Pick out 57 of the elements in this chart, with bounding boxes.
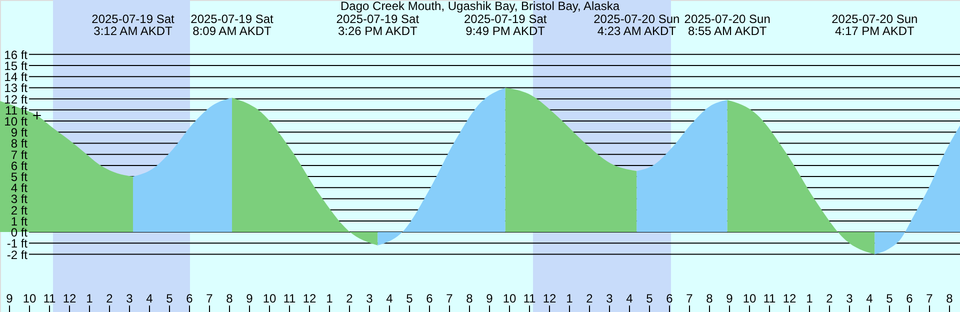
annotation: 2025-07-19 Sat 3:12 AM AKDT bbox=[92, 12, 176, 38]
x-tick-label: 3 bbox=[606, 292, 614, 306]
x-tick-label: 6 bbox=[906, 292, 914, 306]
x-tick-label: 4 bbox=[866, 292, 874, 306]
chart-title: Dago Creek Mouth, Ugashik Bay, Bristol Bay, Alaska bbox=[340, 0, 620, 13]
x-tick-label: 2 bbox=[346, 292, 354, 306]
x-tick-label: 1 bbox=[86, 292, 94, 306]
annotation: 2025-07-19 Sat 8:09 AM AKDT bbox=[190, 12, 274, 38]
x-tick-label: 9 bbox=[486, 292, 494, 306]
annotation: 2025-07-20 Sun 8:55 AM AKDT bbox=[684, 12, 770, 38]
x-tick-label: 9 bbox=[726, 292, 734, 306]
x-tick-label: 2 bbox=[826, 292, 834, 306]
annotation: 2025-07-19 Sat 9:49 PM AKDT bbox=[464, 12, 548, 38]
x-tick-label: 6 bbox=[666, 292, 674, 306]
x-tick-label: 10 bbox=[502, 292, 516, 306]
x-tick-label: 11 bbox=[43, 292, 56, 306]
y-tick-label: 16 ft bbox=[4, 48, 28, 62]
x-tick-label: 2 bbox=[106, 292, 114, 306]
x-tick-label: 12 bbox=[542, 292, 556, 306]
annotation: 2025-07-19 Sat 3:26 PM AKDT bbox=[336, 12, 420, 38]
x-tick-label: 1 bbox=[806, 292, 814, 306]
x-tick-label: 2 bbox=[586, 292, 594, 306]
x-tick-label: 5 bbox=[886, 292, 894, 306]
x-tick-label: 11 bbox=[763, 292, 776, 306]
x-tick-label: 1 bbox=[326, 292, 334, 306]
annotation: 2025-07-20 Sun 4:23 AM AKDT bbox=[594, 12, 680, 38]
x-tick-label: 4 bbox=[626, 292, 634, 306]
x-tick-label: 12 bbox=[62, 292, 76, 306]
x-tick-label: 10 bbox=[742, 292, 756, 306]
x-tick-label: 8 bbox=[706, 292, 714, 306]
x-tick-label: 5 bbox=[166, 292, 174, 306]
x-tick-label: 8 bbox=[226, 292, 234, 306]
x-tick-label: 4 bbox=[146, 292, 154, 306]
x-tick-label: 6 bbox=[426, 292, 434, 306]
x-tick-label: 12 bbox=[782, 292, 796, 306]
x-tick-label: 7 bbox=[446, 292, 454, 306]
x-tick-label: 6 bbox=[186, 292, 194, 306]
x-tick-label: 7 bbox=[686, 292, 694, 306]
x-tick-label: 1 bbox=[566, 292, 574, 306]
x-tick-label: 3 bbox=[846, 292, 854, 306]
x-tick-label: 11 bbox=[283, 292, 296, 306]
x-tick-label: 11 bbox=[523, 292, 536, 306]
x-tick-label: 7 bbox=[206, 292, 214, 306]
x-tick-label: 5 bbox=[406, 292, 414, 306]
x-tick-label: 5 bbox=[646, 292, 654, 306]
x-tick-label: 10 bbox=[22, 292, 36, 306]
x-tick-label: 9 bbox=[6, 292, 14, 306]
x-tick-label: 3 bbox=[366, 292, 374, 306]
annotation: 2025-07-20 Sun 4:17 PM AKDT bbox=[832, 12, 918, 38]
x-tick-label: 8 bbox=[946, 292, 954, 306]
x-tick-label: 3 bbox=[126, 292, 134, 306]
x-tick-label: 8 bbox=[466, 292, 474, 306]
x-tick-label: 12 bbox=[302, 292, 316, 306]
x-tick-label: 10 bbox=[262, 292, 276, 306]
x-tick-label: 4 bbox=[386, 292, 394, 306]
x-tick-label: 7 bbox=[926, 292, 934, 306]
x-tick-label: 9 bbox=[246, 292, 254, 306]
